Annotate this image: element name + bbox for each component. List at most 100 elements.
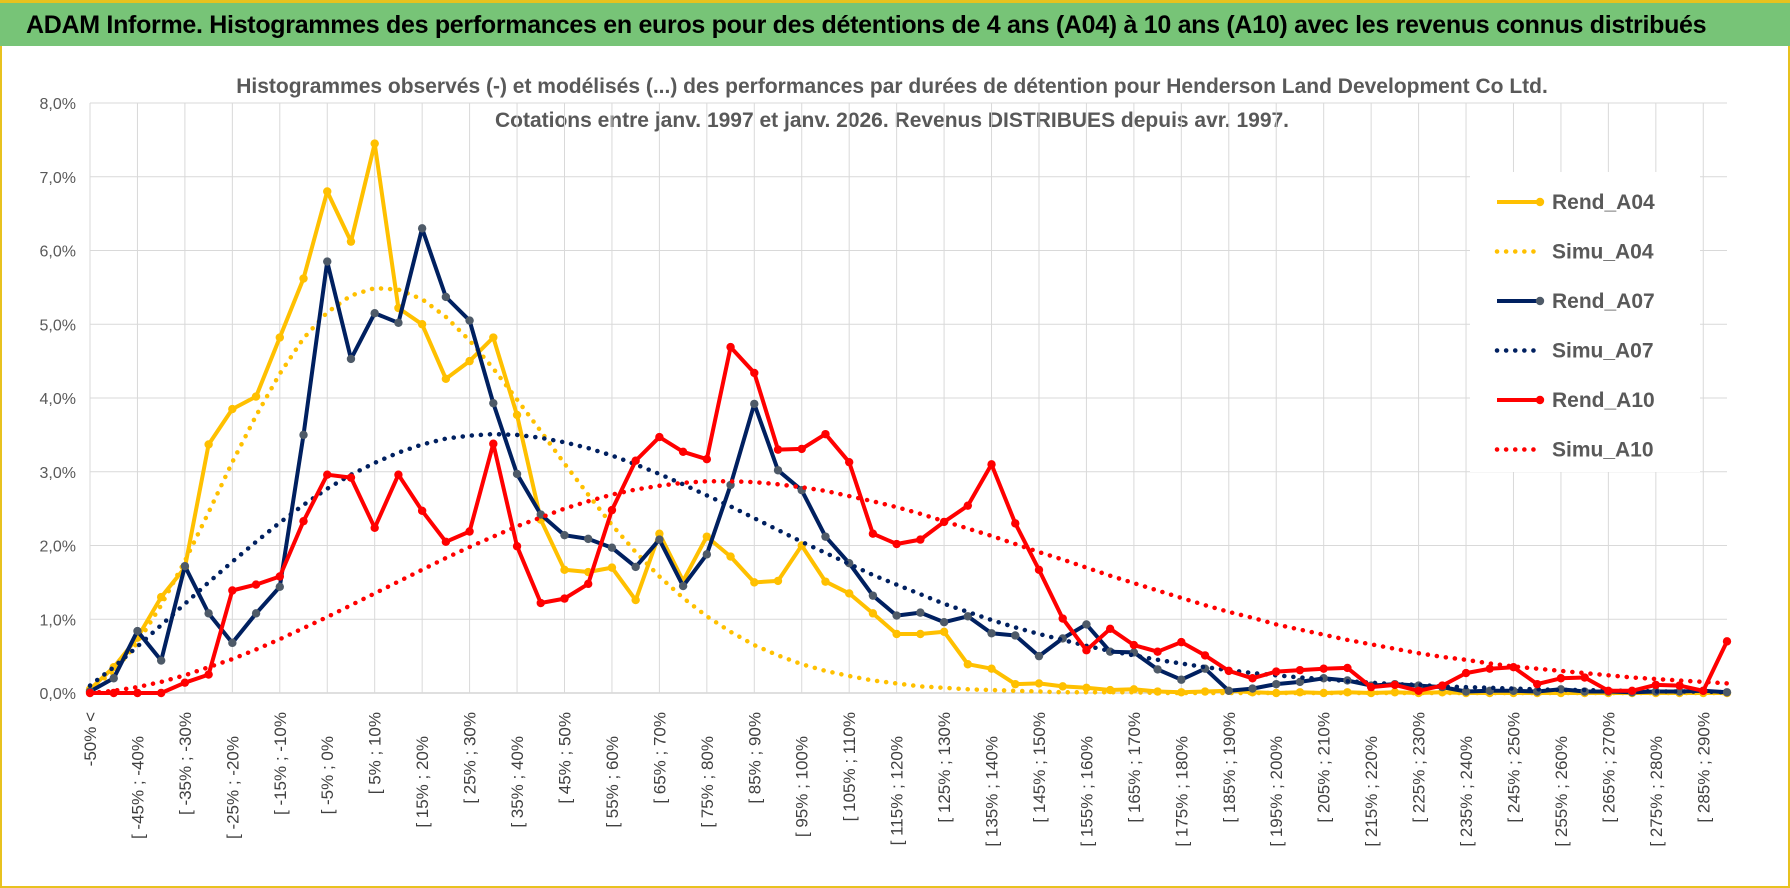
point-Rend_A07 <box>1177 675 1186 684</box>
point-Rend_A10 <box>370 523 379 532</box>
point-Rend_A04 <box>726 552 735 561</box>
point-Rend_A07 <box>1153 665 1162 674</box>
point-Rend_A07 <box>1224 686 1233 695</box>
point-Rend_A10 <box>607 505 617 515</box>
point-Rend_A04 <box>251 392 261 401</box>
point-Rend_A10 <box>1129 640 1139 650</box>
point-Rend_A10 <box>1722 637 1732 646</box>
legend-label-Simu_A07: Simu_A07 <box>1552 340 1654 363</box>
point-Rend_A07 <box>584 534 593 544</box>
point-Rend_A10 <box>987 460 996 469</box>
point-Rend_A07 <box>963 612 973 621</box>
point-Rend_A10 <box>750 368 759 378</box>
point-Rend_A04 <box>323 187 332 196</box>
point-Rend_A07 <box>1034 651 1044 661</box>
x-tick-label: [ 255% ; 260% <box>1552 736 1571 847</box>
point-Rend_A04 <box>346 237 356 246</box>
point-Rend_A10 <box>797 444 806 454</box>
point-Rend_A10 <box>441 537 451 547</box>
series-Rend_A10 <box>90 345 1729 695</box>
x-tick-label: [ 205% ; 210% <box>1315 712 1334 823</box>
x-tick-label: [ 5% ; 10% <box>366 712 385 794</box>
point-Rend_A10 <box>204 670 213 679</box>
point-Rend_A07 <box>702 550 712 559</box>
point-Rend_A04 <box>939 627 949 636</box>
point-Rend_A10 <box>275 572 284 581</box>
y-tick-label: 1,0% <box>40 612 76 629</box>
x-tick-label: [ 225% ; 230% <box>1410 712 1429 823</box>
point-Rend_A10 <box>916 535 925 544</box>
x-tick-label: [ 55% ; 60% <box>603 736 622 828</box>
point-Rend_A10 <box>1675 681 1684 690</box>
point-Rend_A07 <box>1011 631 1020 640</box>
x-tick-label: [ -15% ; -10% <box>271 712 290 815</box>
y-axis: 0,0% 1,0% 2,0% 3,0% 4,0% 5,0% 6,0% 7,0% 8,0% <box>40 96 76 703</box>
point-Rend_A10 <box>678 447 688 457</box>
point-Rend_A10 <box>844 457 854 467</box>
point-Rend_A04 <box>560 565 569 575</box>
legend-marker-Rend_A10 <box>1535 395 1545 405</box>
x-tick-label: [ 155% ; 160% <box>1077 736 1096 847</box>
point-Rend_A04 <box>1011 679 1020 689</box>
x-tick-label: [ 35% ; 40% <box>508 736 527 828</box>
point-Rend_A07 <box>133 626 142 636</box>
point-Rend_A10 <box>1272 667 1281 676</box>
point-Rend_A07 <box>892 611 901 620</box>
point-Rend_A07 <box>821 532 830 541</box>
point-Rend_A10 <box>1390 680 1400 690</box>
point-Rend_A10 <box>1438 681 1447 690</box>
x-tick-label: [ 165% ; 170% <box>1125 712 1144 823</box>
chart-title-line-2: Cotations entre janv. 1997 et janv. 2026… <box>495 109 1289 132</box>
point-Rend_A10 <box>1295 665 1305 675</box>
x-tick-label: [ 15% ; 20% <box>413 736 432 828</box>
point-Rend_A04 <box>892 629 901 639</box>
point-Rend_A10 <box>465 527 474 536</box>
point-Rend_A10 <box>536 598 545 608</box>
point-Rend_A07 <box>394 318 403 327</box>
point-Rend_A10 <box>584 579 593 589</box>
point-Rend_A04 <box>1295 688 1305 697</box>
point-Rend_A07 <box>987 629 996 638</box>
point-Rend_A04 <box>702 532 712 541</box>
point-Rend_A10 <box>726 342 735 352</box>
point-Rend_A04 <box>750 578 759 587</box>
point-Rend_A04 <box>299 274 308 283</box>
point-Rend_A10 <box>1248 674 1257 683</box>
point-Rend_A07 <box>1556 685 1566 694</box>
point-Rend_A04 <box>963 660 973 669</box>
point-Rend_A07 <box>939 618 949 627</box>
point-Rend_A07 <box>655 535 664 544</box>
legend-label-Simu_A10: Simu_A10 <box>1552 439 1654 462</box>
x-tick-label: [ 115% ; 120% <box>888 736 907 845</box>
point-Rend_A10 <box>1414 686 1423 695</box>
y-tick-label: 3,0% <box>40 465 76 482</box>
point-Rend_A04 <box>275 333 284 342</box>
point-Rend_A10 <box>868 529 878 538</box>
point-Rend_A04 <box>916 629 925 639</box>
point-Rend_A04 <box>1034 679 1044 688</box>
point-Rend_A10 <box>228 586 237 595</box>
x-tick-label: [ 285% ; 290% <box>1694 712 1713 823</box>
point-Rend_A10 <box>417 506 427 516</box>
point-Rend_A07 <box>441 292 451 302</box>
x-tick-label: [ 125% ; 130% <box>935 712 954 823</box>
point-Rend_A04 <box>489 333 498 342</box>
point-Rend_A07 <box>299 430 308 440</box>
point-Rend_A07 <box>109 674 118 683</box>
point-Rend_A10 <box>1604 686 1613 695</box>
point-Rend_A07 <box>1082 620 1091 629</box>
point-Rend_A07 <box>275 582 284 591</box>
point-Rend_A10 <box>892 539 901 549</box>
point-Rend_A07 <box>560 530 569 540</box>
point-Rend_A07 <box>180 561 190 571</box>
x-tick-label: [ 185% ; 190% <box>1220 712 1239 823</box>
point-Rend_A10 <box>1651 680 1661 690</box>
legend-marker-Rend_A04 <box>1535 197 1545 207</box>
y-tick-label: 6,0% <box>40 244 76 261</box>
point-Rend_A04 <box>370 139 379 148</box>
point-Rend_A10 <box>1058 614 1067 623</box>
legend: Rend_A04 Simu_A04 Rend_A07 Simu_A07 Rend_A10… <box>1494 191 1655 462</box>
point-Rend_A07 <box>204 609 213 618</box>
x-tick-label: [ 45% ; 50% <box>555 712 574 804</box>
